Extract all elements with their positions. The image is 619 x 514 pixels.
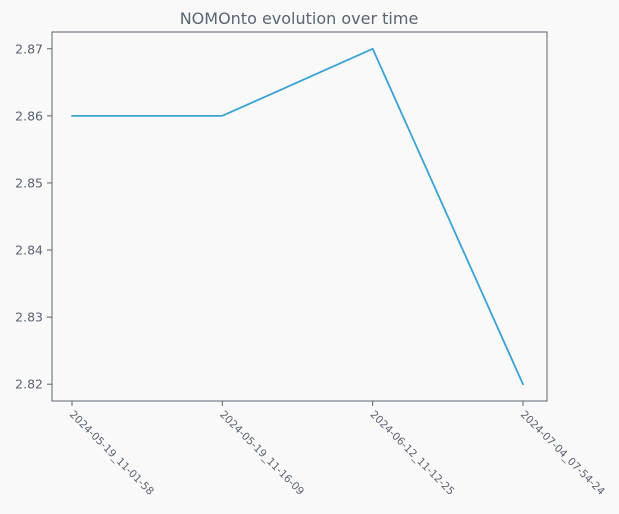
chart-title: NOMOnto evolution over time [180,9,419,28]
plot-background [52,32,547,401]
x-tick-label: 2024-05-19_11-16-09 [217,409,306,498]
series-line [71,47,524,386]
plot-frame [51,31,548,402]
y-tick-label: 2.84 [15,243,43,258]
x-tick-label: 2024-06-12_11-12-25 [368,409,457,498]
y-tick-label: 2.82 [15,377,43,392]
y-tick-label: 2.85 [15,175,43,190]
x-tick-label: 2024-05-19_11-01-58 [67,409,156,498]
y-tick-label: 2.87 [15,41,43,56]
y-tick-label: 2.83 [15,310,43,325]
x-axis: 2024-05-19_11-01-58 2024-05-19_11-16-09 20… [67,401,607,498]
series-layer [71,47,524,386]
x-tick-label: 2024-07-04_07-54-24 [518,409,607,498]
y-axis: 2.82 2.83 2.84 2.85 2.86 2.87 [15,41,52,392]
y-tick-label: 2.86 [15,108,43,123]
